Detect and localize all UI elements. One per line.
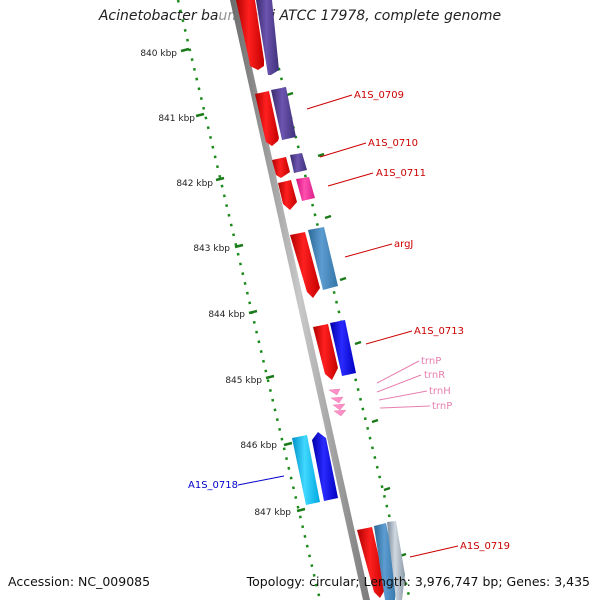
ruler-ticks	[180, 47, 306, 513]
tick-845	[265, 374, 275, 380]
cds-arrow	[313, 324, 338, 380]
cds-arrow	[357, 527, 386, 598]
gene-arrow	[271, 87, 296, 140]
tick-label-844: 844 kbp	[208, 310, 245, 320]
gene-arrow	[296, 177, 315, 201]
cds-arrow	[278, 180, 297, 210]
gene-A1S_0719[interactable]	[357, 521, 405, 600]
gene-arrow	[292, 435, 320, 505]
tick-label-846: 846 kbp	[240, 441, 277, 451]
gene-arrow	[308, 227, 338, 290]
gene-label-A1S_0709[interactable]: A1S_0709	[354, 90, 404, 101]
trna-chevron	[328, 388, 341, 396]
gene-A1S_0710[interactable]	[272, 153, 307, 178]
gene-arrow	[312, 432, 338, 501]
tick-label-840: 840 kbp	[140, 49, 177, 59]
tick-841	[195, 112, 205, 118]
gene-A1S_0709[interactable]	[255, 87, 296, 146]
genome-backbone	[230, 0, 370, 600]
gene-label-A1S_0718[interactable]: A1S_0718	[188, 480, 238, 491]
gene-top-pair[interactable]	[236, 0, 279, 75]
tick-label-847: 847 kbp	[254, 508, 291, 518]
gene-label-argJ[interactable]: argJ	[394, 239, 413, 250]
gene-label-trnP-2[interactable]: trnP	[432, 401, 452, 412]
gene-A1S_0713[interactable]	[313, 320, 356, 380]
accession-label: Accession: NC_009085	[8, 574, 151, 589]
trna-chevron	[330, 396, 344, 404]
tick-label-842: 842 kbp	[176, 179, 213, 189]
cds-arrow	[255, 91, 279, 146]
tick-843	[234, 243, 244, 249]
gene-label-A1S_0711[interactable]: A1S_0711	[376, 168, 426, 179]
tick-844	[248, 309, 258, 315]
cds-arrow	[290, 232, 320, 298]
gene-A1S_0711[interactable]	[278, 177, 315, 210]
tick-846	[283, 441, 293, 447]
cds-arrow	[272, 157, 290, 178]
trna-cluster[interactable]	[328, 388, 347, 417]
gene-label-trnR[interactable]: trnR	[424, 370, 445, 381]
gene-label-trnP-1[interactable]: trnP	[421, 356, 441, 367]
gene-label-A1S_0713[interactable]: A1S_0713	[414, 326, 464, 337]
gene-arrow	[330, 320, 356, 376]
gene-arrow	[256, 0, 279, 75]
tick-label-843: 843 kbp	[193, 244, 230, 254]
trna-chevron	[333, 409, 347, 417]
tick-label-845: 845 kbp	[225, 376, 262, 386]
gene-arrow	[290, 153, 307, 173]
leader-lines	[237, 94, 459, 558]
gene-label-trnH[interactable]: trnH	[429, 386, 451, 397]
tick-847	[296, 507, 306, 513]
gene-argJ[interactable]	[290, 227, 338, 298]
gene-label-A1S_0719[interactable]: A1S_0719	[460, 541, 510, 552]
gene-label-A1S_0710[interactable]: A1S_0710	[368, 138, 418, 149]
outer-ruler-ticks	[286, 91, 407, 558]
gene-arrow	[387, 521, 405, 600]
tick-label-841: 841 kbp	[158, 114, 195, 124]
trna-chevron	[332, 403, 346, 411]
gene-A1S_0718[interactable]	[292, 432, 338, 505]
tick-840	[180, 47, 190, 53]
map-title: Acinetobacter baumannii ATCC 17978, comp…	[98, 8, 502, 24]
tick-842	[215, 176, 225, 182]
cds-arrow	[236, 0, 264, 70]
genome-summary: Topology: circular; Length: 3,976,747 bp…	[246, 574, 590, 589]
gene-arrow	[374, 523, 397, 600]
